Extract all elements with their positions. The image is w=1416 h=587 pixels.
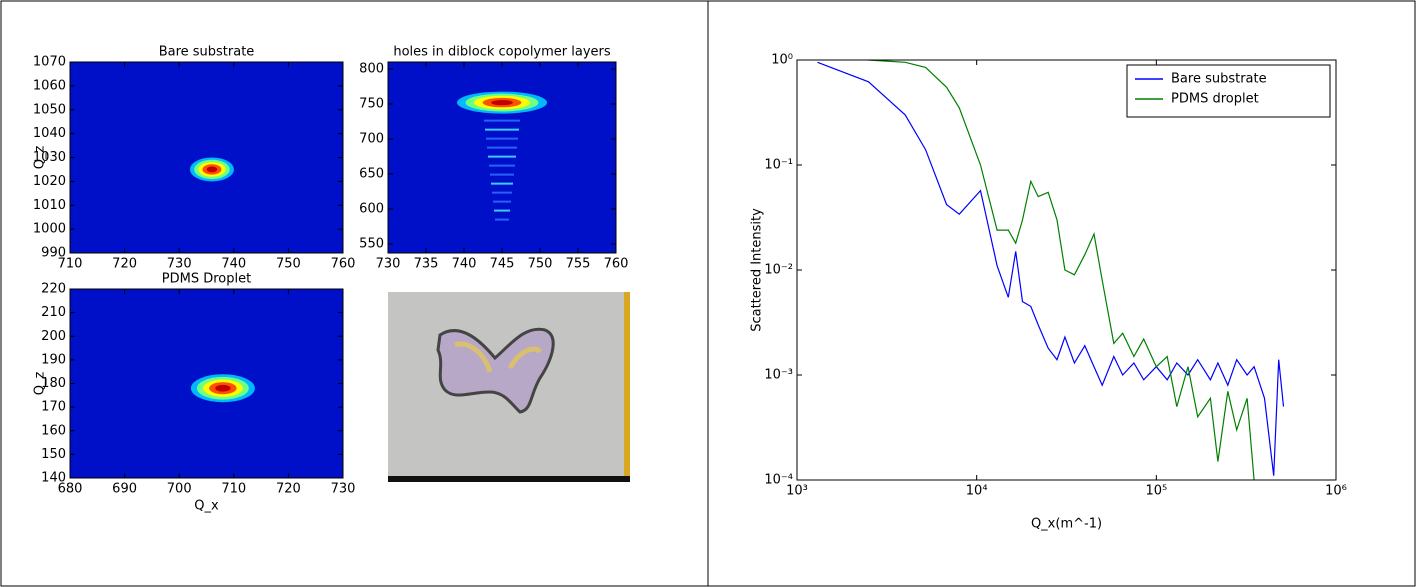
x-tick-label: 745	[490, 257, 515, 272]
micrograph	[388, 292, 630, 482]
photo-edge	[388, 476, 630, 482]
y-tick-label: 210	[41, 305, 66, 320]
x-tick-label: 755	[566, 257, 591, 272]
y-tick-label: 990	[41, 246, 66, 261]
photo-edge	[624, 292, 630, 482]
x-tick-label: 680	[58, 482, 83, 497]
x-tick-label: 735	[414, 257, 439, 272]
y-tick-label: 180	[41, 376, 66, 391]
x-tick-label: 730	[376, 257, 401, 272]
x-tick-label: 10⁴	[966, 484, 988, 499]
x-axis-label: Q_x	[194, 499, 219, 514]
y-tick-label: 1010	[33, 198, 66, 213]
legend-label: Bare substrate	[1171, 72, 1267, 87]
y-tick-label: 150	[41, 447, 66, 462]
legend-label: PDMS droplet	[1171, 92, 1259, 107]
y-tick-label: 1000	[33, 222, 66, 237]
y-tick-label: 10⁻²	[764, 263, 793, 278]
y-tick-label: 160	[41, 423, 66, 438]
y-tick-label: 220	[41, 282, 66, 297]
droplet-fringe	[454, 341, 543, 373]
x-tick-label: 760	[331, 257, 356, 272]
y-axis-label: Scattered Intensity	[750, 208, 765, 332]
peak	[491, 99, 513, 106]
y-tick-label: 190	[41, 352, 66, 367]
x-tick-label: 750	[528, 257, 553, 272]
y-tick-label: 10⁻⁴	[764, 473, 793, 488]
x-tick-label: 740	[221, 257, 246, 272]
y-tick-label: 800	[359, 61, 384, 76]
y-tick-label: 1020	[33, 174, 66, 189]
heatmap-background	[70, 62, 343, 253]
x-tick-label: 740	[452, 257, 477, 272]
y-tick-label: 600	[359, 201, 384, 216]
data-line	[817, 61, 1285, 476]
y-tick-label: 10⁻¹	[764, 158, 793, 173]
y-tick-label: 10⁻³	[764, 368, 793, 383]
y-tick-label: 140	[41, 471, 66, 486]
x-tick-label: 730	[331, 482, 356, 497]
x-tick-label: 10³	[786, 484, 808, 499]
x-tick-label: 700	[167, 482, 192, 497]
x-tick-label: 10⁶	[1325, 484, 1347, 499]
y-tick-label: 1050	[33, 102, 66, 117]
x-tick-label: 720	[276, 482, 301, 497]
chart-title: holes in diblock copolymer layers	[393, 45, 611, 60]
x-tick-label: 720	[112, 257, 137, 272]
y-tick-label: 750	[359, 96, 384, 111]
y-tick-label: 1030	[33, 150, 66, 165]
x-tick-label: 710	[58, 257, 83, 272]
y-tick-label: 1070	[33, 55, 66, 70]
plot-area	[797, 60, 1336, 480]
x-tick-label: 760	[604, 257, 629, 272]
y-tick-label: 200	[41, 329, 66, 344]
chart-title: PDMS Droplet	[162, 272, 251, 287]
data-line	[868, 59, 1255, 481]
x-axis-label: Q_x(m^-1)	[1031, 517, 1102, 532]
x-tick-label: 750	[276, 257, 301, 272]
y-axis-label: Q_z	[33, 146, 48, 170]
legend-box	[1126, 64, 1331, 118]
chart-title: Bare substrate	[159, 45, 255, 60]
x-tick-label: 730	[167, 257, 192, 272]
y-tick-label: 170	[41, 400, 66, 415]
y-tick-label: 1060	[33, 78, 66, 93]
y-axis-label: Q_z	[33, 372, 48, 396]
y-tick-label: 10⁰	[771, 53, 793, 68]
y-tick-label: 550	[359, 236, 384, 251]
x-tick-label: 10⁵	[1145, 484, 1167, 499]
y-tick-label: 700	[359, 131, 384, 146]
peak	[206, 166, 218, 173]
peak	[215, 384, 231, 392]
x-tick-label: 690	[112, 482, 137, 497]
x-tick-label: 710	[221, 482, 246, 497]
y-tick-label: 650	[359, 166, 384, 181]
y-tick-label: 1040	[33, 126, 66, 141]
